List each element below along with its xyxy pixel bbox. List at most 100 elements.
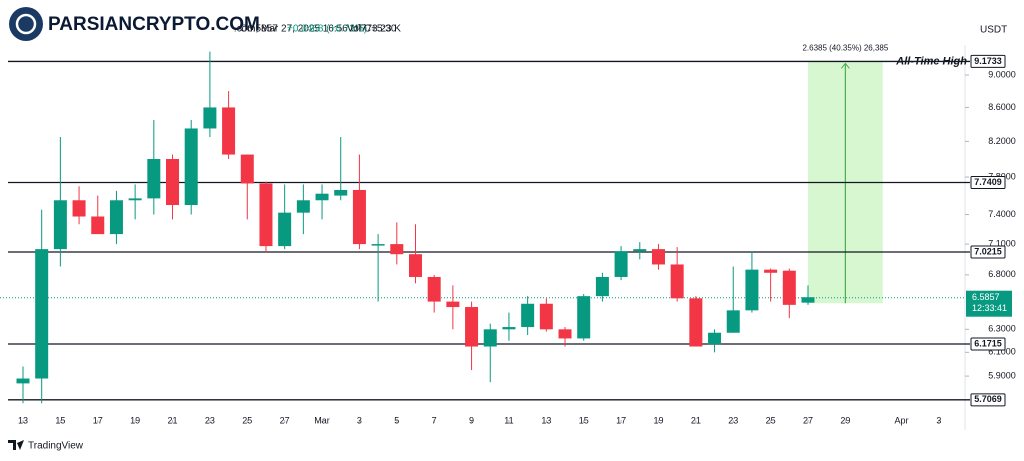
measure-arrowhead bbox=[840, 62, 850, 69]
x-tick-label: 15 bbox=[579, 415, 589, 425]
x-tick-label: 25 bbox=[242, 415, 252, 425]
candle-body bbox=[595, 276, 609, 297]
candle-body bbox=[764, 269, 778, 273]
candle-body bbox=[539, 303, 553, 330]
candle-body bbox=[558, 329, 572, 339]
candle-body bbox=[708, 332, 722, 345]
y-tick-label: 7.4000 bbox=[988, 209, 1016, 219]
x-tick-label: 3 bbox=[936, 415, 941, 425]
logo-text: PARSIANCRYPTO.COM bbox=[48, 14, 260, 35]
candle-body bbox=[465, 307, 479, 347]
candle-body bbox=[203, 107, 217, 129]
close-value: C6.5857 bbox=[240, 24, 278, 35]
candle-body bbox=[726, 310, 740, 333]
candle-body bbox=[390, 244, 404, 255]
candle-body bbox=[278, 212, 292, 247]
candle-body bbox=[72, 200, 86, 217]
candle-body bbox=[782, 270, 796, 305]
x-tick-label: 9 bbox=[469, 415, 474, 425]
footer: TradingView bbox=[28, 441, 84, 452]
measure-label: 2.6385 (40.35%) 26,385 bbox=[802, 44, 888, 53]
x-tick-label: 19 bbox=[130, 415, 140, 425]
logo-circle bbox=[9, 7, 43, 41]
candle-body bbox=[128, 198, 142, 201]
candle-body bbox=[222, 107, 236, 155]
candle-body bbox=[240, 154, 254, 184]
y-tick-label: 9.0000 bbox=[988, 69, 1016, 79]
x-tick-label: 27 bbox=[803, 415, 813, 425]
level-label: 6.1715 bbox=[974, 338, 1002, 348]
x-tick-label: 27 bbox=[280, 415, 290, 425]
x-tick-label: 7 bbox=[432, 415, 437, 425]
y-tick-label: 8.2000 bbox=[988, 136, 1016, 146]
x-tick-label: 19 bbox=[653, 415, 663, 425]
candle-body bbox=[259, 183, 273, 247]
x-tick-label: Mar bbox=[314, 415, 330, 425]
level-label-box bbox=[970, 54, 1006, 68]
candle-body bbox=[371, 244, 385, 246]
y-tick-label: 6.8000 bbox=[988, 269, 1016, 279]
candle-body bbox=[670, 264, 684, 299]
x-tick-label: 25 bbox=[766, 415, 776, 425]
candle-body bbox=[446, 301, 460, 308]
y-tick-label: 6.3000 bbox=[988, 324, 1016, 334]
candle-body bbox=[166, 158, 180, 206]
candle-body bbox=[315, 193, 329, 201]
candle-body bbox=[109, 200, 123, 235]
candle-body bbox=[16, 378, 30, 384]
x-tick-label: 15 bbox=[55, 415, 65, 425]
level-label-box bbox=[970, 245, 1006, 259]
candle-body bbox=[91, 216, 105, 235]
x-tick-label: Apr bbox=[894, 415, 908, 425]
candle-body bbox=[296, 200, 310, 213]
candle-body bbox=[577, 296, 591, 339]
level-label: 7.7409 bbox=[974, 177, 1002, 187]
y-tick-label: 8.6000 bbox=[988, 102, 1016, 112]
tv-logo bbox=[8, 440, 24, 450]
x-tick-label: 5 bbox=[394, 415, 399, 425]
candle-body bbox=[521, 303, 535, 328]
candle-body bbox=[614, 251, 628, 277]
candle-body bbox=[633, 249, 647, 252]
x-tick-label: 3 bbox=[357, 415, 362, 425]
logo-bg bbox=[4, 4, 236, 44]
publisher: published on TradingView.com, Mar 27, 20… bbox=[120, 24, 397, 35]
x-tick-label: 17 bbox=[93, 415, 103, 425]
candle-body bbox=[408, 254, 422, 277]
level-label: 9.1733 bbox=[974, 56, 1002, 66]
countdown: 12:33:41 bbox=[972, 303, 1007, 313]
ath-annotation: All-Time High bbox=[895, 55, 967, 67]
x-tick-label: 11 bbox=[504, 415, 513, 425]
x-tick-label: 21 bbox=[691, 415, 701, 425]
x-tick-label: 23 bbox=[728, 415, 738, 425]
x-tick-label: 13 bbox=[541, 415, 551, 425]
candle-body bbox=[502, 327, 516, 330]
candle-body bbox=[801, 297, 815, 303]
candle-body bbox=[147, 158, 161, 199]
level-label-box bbox=[970, 337, 1006, 351]
level-label-box bbox=[970, 175, 1006, 189]
y-tick-label: 7.1000 bbox=[988, 238, 1016, 248]
candle-body bbox=[483, 329, 497, 347]
level-label: 7.0215 bbox=[974, 246, 1002, 256]
candle-body bbox=[184, 128, 198, 206]
currency: USDT bbox=[980, 25, 1007, 36]
x-tick-label: 23 bbox=[205, 415, 215, 425]
candle-body bbox=[35, 249, 49, 379]
candle-body bbox=[53, 200, 67, 250]
candle-body bbox=[745, 269, 759, 311]
last-price-box bbox=[966, 290, 1012, 317]
y-tick-label: 6.1000 bbox=[988, 347, 1016, 357]
y-tick-label: 5.9000 bbox=[988, 370, 1016, 380]
candle-body bbox=[352, 189, 366, 245]
last-price-label: 6.5857 bbox=[972, 292, 1000, 302]
x-tick-label: 17 bbox=[616, 415, 626, 425]
x-tick-label: 21 bbox=[168, 415, 178, 425]
candle-body bbox=[689, 298, 703, 347]
level-label: 5.7069 bbox=[974, 394, 1002, 404]
candle-body bbox=[427, 276, 441, 302]
level-label-box bbox=[970, 393, 1006, 407]
logo-inner bbox=[15, 13, 37, 35]
